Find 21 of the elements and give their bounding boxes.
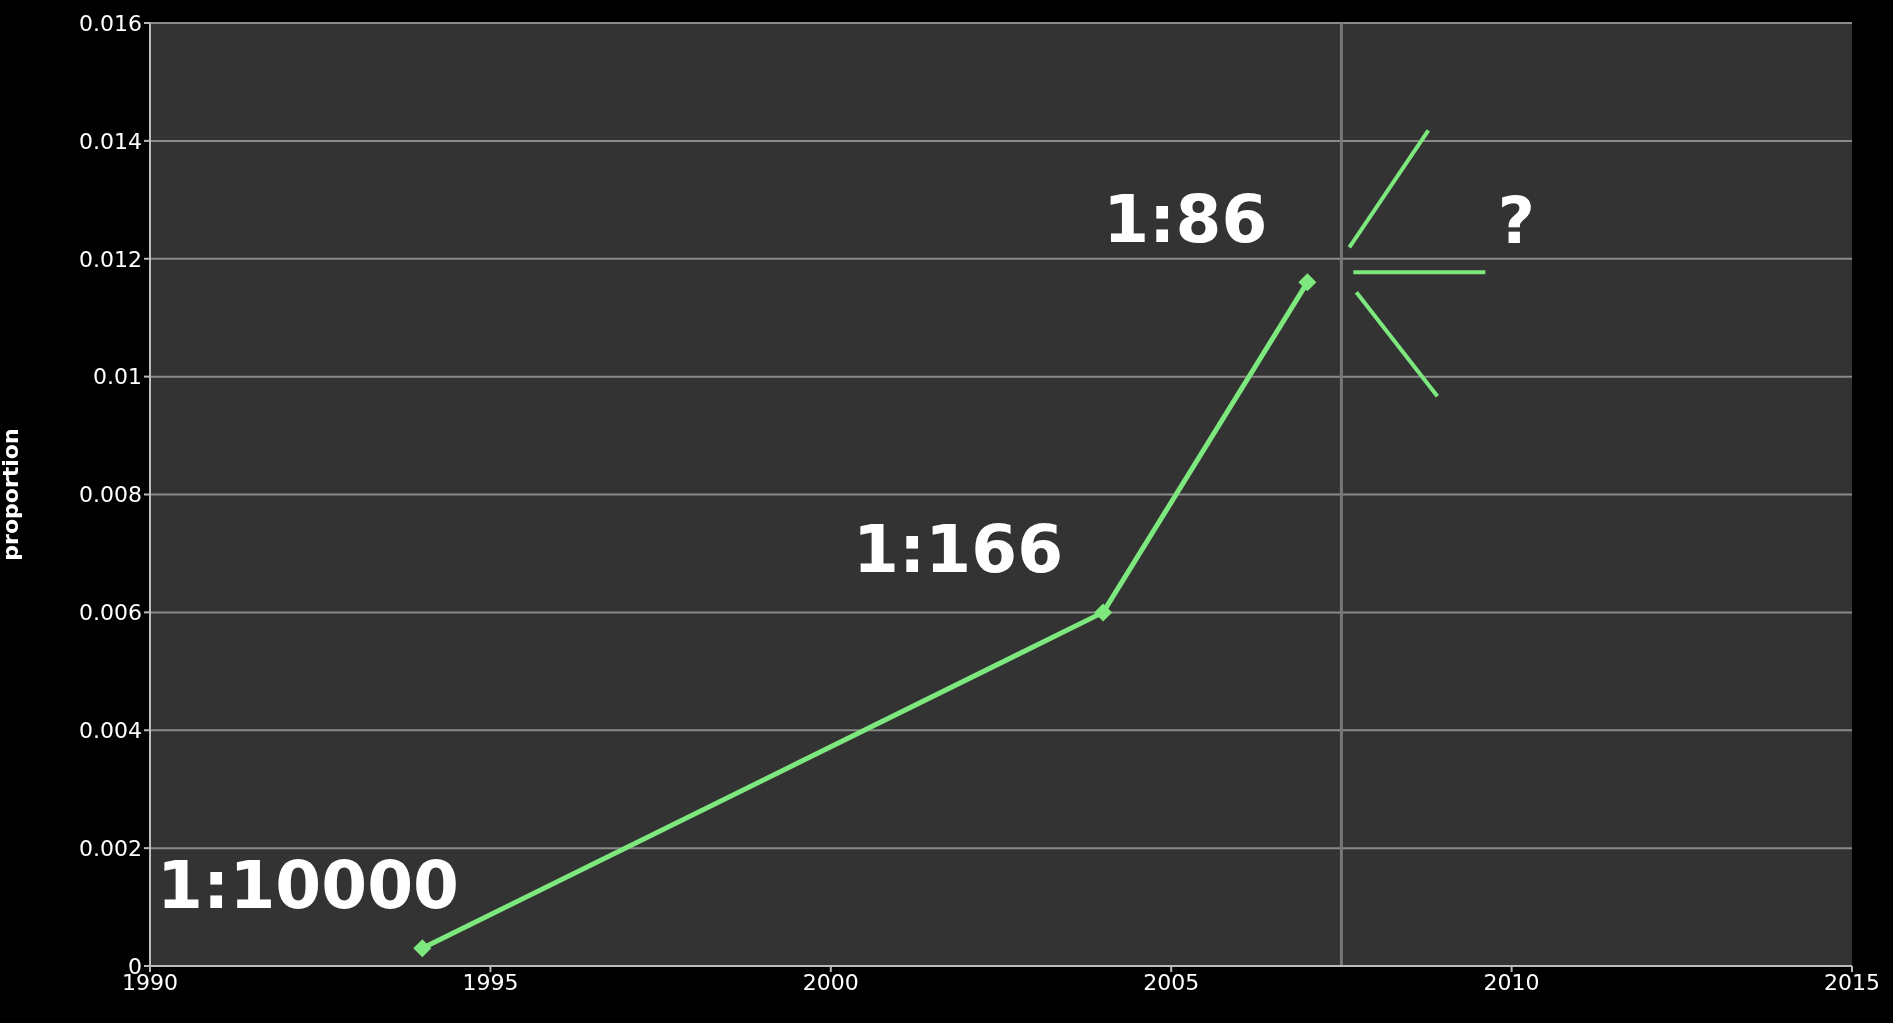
annotation: ? [1497, 183, 1535, 258]
y-tick-label: 0.006 [79, 600, 142, 626]
y-axis-title: proportion [0, 428, 23, 561]
annotation: 1:86 [1103, 181, 1268, 259]
x-tick-label: 2000 [802, 969, 859, 995]
x-tick-label: 2015 [1824, 969, 1880, 995]
y-tick-label: 0.002 [79, 835, 142, 861]
annotation: 1:10000 [157, 847, 459, 925]
y-tick-label: 0.008 [79, 482, 142, 508]
x-tick-label: 1995 [462, 969, 519, 995]
point [413, 939, 432, 958]
point [1094, 603, 1113, 622]
x-tick-label: 2010 [1483, 969, 1540, 995]
annotation: 1:166 [853, 511, 1064, 589]
y-tick-label: 0.01 [93, 364, 142, 390]
y-tick-label: 0.014 [79, 128, 142, 154]
y-tick-label: 0.012 [79, 246, 142, 272]
point [1298, 273, 1317, 292]
y-tick-label: 0.004 [79, 718, 142, 744]
y-tick-label: 0.016 [79, 10, 142, 36]
x-tick-label: 2005 [1143, 969, 1200, 995]
